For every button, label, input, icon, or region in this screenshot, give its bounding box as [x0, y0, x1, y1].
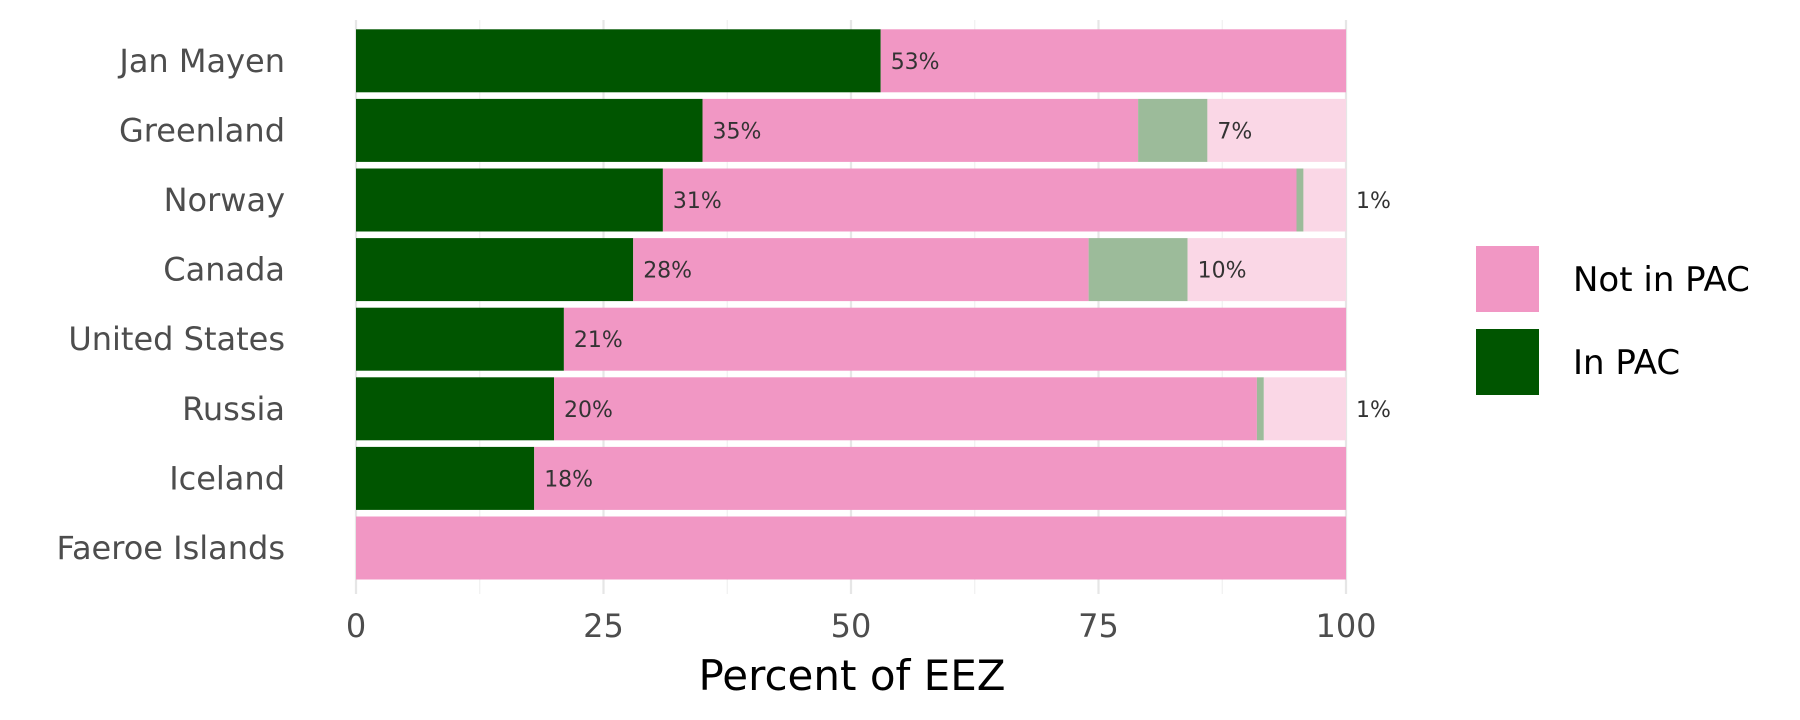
- category-label: United States: [68, 320, 285, 358]
- bar-segment: [356, 446, 535, 510]
- bar-segment: [534, 446, 1346, 510]
- bar-segment: [1256, 377, 1264, 441]
- bar-segment: [1296, 168, 1304, 232]
- data-label: 18%: [544, 467, 593, 492]
- bar-segment: [1138, 98, 1208, 162]
- category-label: Jan Mayen: [117, 42, 285, 80]
- legend-swatch: [1476, 246, 1539, 312]
- x-axis-title: Percent of EEZ: [698, 651, 1005, 700]
- data-label: 53%: [891, 50, 940, 75]
- data-label: 20%: [564, 398, 613, 423]
- bar-segment: [356, 168, 663, 232]
- bar-segment: [1088, 238, 1188, 302]
- bar-segment: [1187, 238, 1346, 302]
- data-label: 21%: [574, 328, 623, 353]
- x-tick-label: 0: [346, 607, 366, 645]
- x-tick-labels-layer: 0 25 50 75 100: [346, 607, 1377, 645]
- category-label: Canada: [163, 251, 285, 289]
- category-label: Faeroe Islands: [56, 529, 285, 567]
- bars-layer: [356, 29, 1346, 580]
- data-labels-layer: 53% 35% 7% 31% 1% 28% 10% 21% 20% 1% 18%: [544, 50, 1391, 493]
- category-label: Greenland: [119, 111, 285, 149]
- category-label: Norway: [164, 181, 285, 219]
- data-label: 7%: [1217, 119, 1252, 144]
- x-tick-label: 25: [583, 607, 624, 645]
- x-tick-label: 75: [1078, 607, 1119, 645]
- data-label: 28%: [643, 259, 692, 284]
- data-label: 1%: [1356, 189, 1391, 214]
- legend: Not in PAC In PAC: [1476, 246, 1750, 395]
- bar-segment: [356, 377, 554, 441]
- bar-segment: [1303, 168, 1346, 232]
- x-tick-label: 100: [1315, 607, 1376, 645]
- data-label: 10%: [1198, 259, 1247, 284]
- bar-segment: [880, 29, 1346, 93]
- data-label: 1%: [1356, 398, 1391, 423]
- bar-segment: [356, 29, 881, 93]
- x-tick-label: 50: [831, 607, 872, 645]
- bar-segment: [1207, 98, 1346, 162]
- data-label: 35%: [713, 119, 762, 144]
- bar-segment: [1263, 377, 1346, 441]
- bar-segment: [356, 98, 703, 162]
- data-label: 31%: [673, 189, 722, 214]
- bar-segment: [563, 307, 1346, 371]
- legend-label: In PAC: [1573, 343, 1680, 383]
- category-labels-layer: Jan Mayen Greenland Norway Canada United Sta…: [56, 42, 285, 567]
- category-label: Iceland: [169, 459, 285, 497]
- bar-segment: [356, 307, 564, 371]
- bar-segment: [662, 168, 1297, 232]
- bar-segment: [356, 516, 1346, 580]
- bar-segment: [633, 238, 1089, 302]
- bar-segment: [554, 377, 1257, 441]
- bar-segment: [702, 98, 1139, 162]
- legend-swatch: [1476, 329, 1539, 395]
- category-label: Russia: [182, 390, 285, 428]
- bar-segment: [356, 238, 634, 302]
- legend-label: Not in PAC: [1573, 260, 1750, 300]
